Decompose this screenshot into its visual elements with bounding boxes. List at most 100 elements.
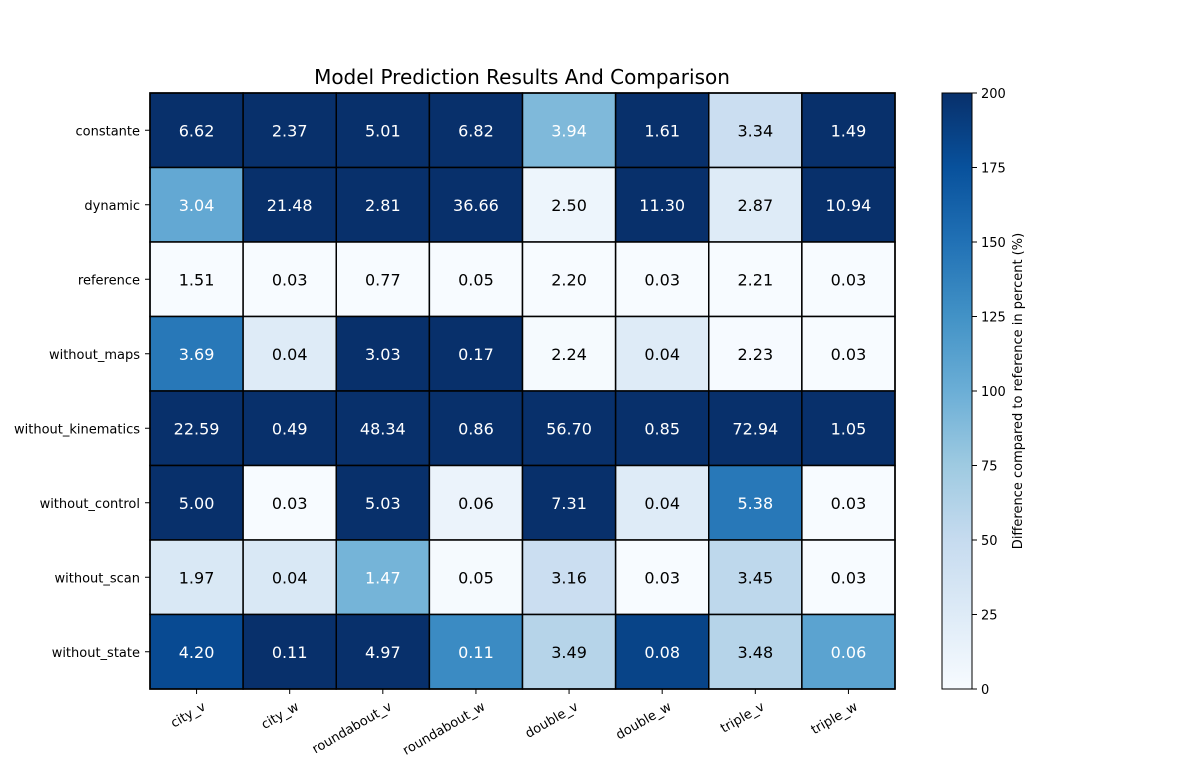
y-tick-label: without_maps bbox=[49, 348, 140, 363]
cell-value-label: 0.03 bbox=[644, 568, 680, 587]
heatmap-cell bbox=[242, 241, 337, 318]
cell-value-label: 3.04 bbox=[179, 196, 215, 215]
x-tick-label: double_v bbox=[523, 699, 581, 741]
heatmap-cell bbox=[149, 315, 244, 392]
cell-value-label: 48.34 bbox=[360, 419, 406, 438]
heatmap-cell bbox=[801, 539, 896, 616]
cell-value-label: 2.21 bbox=[738, 270, 774, 289]
cell-value-label: 1.05 bbox=[831, 419, 867, 438]
heatmap-cell bbox=[708, 241, 803, 318]
cell-value-label: 3.48 bbox=[738, 643, 774, 662]
colorbar-label: Difference compared to reference in perc… bbox=[1011, 233, 1026, 549]
heatmap-cell bbox=[708, 390, 803, 467]
heatmap-cell bbox=[521, 390, 617, 467]
cell-value-label: 1.51 bbox=[179, 270, 215, 289]
heatmap-cell bbox=[614, 464, 710, 541]
heatmap-cell bbox=[801, 166, 896, 243]
heatmap-cell bbox=[335, 613, 431, 690]
x-tick-label: city_w bbox=[259, 699, 302, 733]
y-tick-label: without_kinematics bbox=[14, 422, 140, 437]
cell-value-label: 72.94 bbox=[732, 419, 778, 438]
heatmap-cell bbox=[242, 539, 337, 616]
heatmap-cell bbox=[428, 166, 524, 243]
heatmap-cell bbox=[708, 464, 803, 541]
colorbar-gradient bbox=[941, 92, 973, 690]
heatmap-cell bbox=[801, 464, 896, 541]
cell-value-label: 0.04 bbox=[272, 345, 308, 364]
colorbar-tick-label: 25 bbox=[981, 609, 998, 624]
x-tick-label: roundabout_w bbox=[400, 699, 488, 758]
cell-value-label: 4.20 bbox=[179, 643, 215, 662]
y-axis: constante dynamic reference without_mapswit… bbox=[14, 124, 150, 661]
cell-value-label: 3.94 bbox=[551, 121, 587, 140]
heatmap-cells: 6.62 2.37 5.01 6.82 3.94 1.61 3.34 1.49 3.04 21.4… bbox=[149, 92, 896, 690]
heatmap-cell bbox=[614, 92, 710, 169]
x-tick-label: roundabout_v bbox=[310, 699, 395, 757]
cell-value-label: 2.81 bbox=[365, 196, 401, 215]
colorbar-tick-label: 100 bbox=[981, 385, 1006, 400]
cell-value-label: 56.70 bbox=[546, 419, 592, 438]
colorbar-tick-label: 0 bbox=[981, 683, 989, 698]
heatmap-cell bbox=[708, 315, 803, 392]
cell-value-label: 4.97 bbox=[365, 643, 401, 662]
cell-value-label: 3.49 bbox=[551, 643, 587, 662]
cell-value-label: 0.06 bbox=[458, 494, 494, 513]
cell-value-label: 21.48 bbox=[267, 196, 313, 215]
colorbar-tick-label: 200 bbox=[981, 87, 1006, 102]
heatmap-cell bbox=[242, 92, 337, 169]
colorbar-tick-label: 75 bbox=[981, 460, 998, 475]
y-tick-label: without_control bbox=[40, 497, 140, 512]
chart-title: Model Prediction Results And Comparison bbox=[314, 65, 730, 89]
heatmap-cell bbox=[521, 613, 617, 690]
x-axis: city_v city_w roundabout_v roundabout_w doub… bbox=[168, 689, 861, 759]
cell-value-label: 0.49 bbox=[272, 419, 308, 438]
x-tick-label: city_v bbox=[168, 699, 208, 731]
heatmap-cell bbox=[149, 539, 244, 616]
cell-value-label: 5.03 bbox=[365, 494, 401, 513]
heatmap-cell bbox=[335, 315, 431, 392]
cell-value-label: 0.11 bbox=[458, 643, 494, 662]
cell-value-label: 1.47 bbox=[365, 568, 401, 587]
x-tick-label: double_w bbox=[613, 699, 674, 743]
cell-value-label: 0.03 bbox=[831, 270, 867, 289]
cell-value-label: 0.77 bbox=[365, 270, 401, 289]
heatmap-border bbox=[149, 92, 896, 690]
cell-value-label: 2.24 bbox=[551, 345, 587, 364]
cell-value-label: 2.50 bbox=[551, 196, 587, 215]
cell-value-label: 3.16 bbox=[551, 568, 587, 587]
cell-value-label: 5.01 bbox=[365, 121, 401, 140]
colorbar: 0 25 50 75 100 125 150 175 200 Difference compar… bbox=[941, 87, 1026, 698]
y-tick-label: without_state bbox=[52, 646, 140, 661]
y-tick-label: reference bbox=[78, 273, 140, 288]
cell-value-label: 0.85 bbox=[644, 419, 680, 438]
cell-value-label: 3.69 bbox=[179, 345, 215, 364]
cell-value-label: 6.82 bbox=[458, 121, 494, 140]
x-tick-label: triple_w bbox=[809, 699, 861, 738]
cell-value-label: 1.97 bbox=[179, 568, 215, 587]
cell-value-label: 0.03 bbox=[644, 270, 680, 289]
cell-value-label: 0.06 bbox=[831, 643, 867, 662]
cell-value-label: 0.05 bbox=[458, 568, 494, 587]
cell-value-label: 1.61 bbox=[644, 121, 680, 140]
y-tick-label: constante bbox=[75, 124, 140, 139]
cell-value-label: 0.04 bbox=[272, 568, 308, 587]
cell-value-label: 2.20 bbox=[551, 270, 587, 289]
heatmap-cell bbox=[614, 166, 710, 243]
cell-value-label: 5.38 bbox=[738, 494, 774, 513]
heatmap-cell bbox=[521, 241, 617, 318]
heatmap-cell bbox=[149, 92, 244, 169]
cell-value-label: 36.66 bbox=[453, 196, 499, 215]
cell-value-label: 6.62 bbox=[179, 121, 215, 140]
colorbar-tick-label: 50 bbox=[981, 534, 998, 549]
cell-value-label: 0.03 bbox=[831, 568, 867, 587]
heatmap-cell bbox=[242, 166, 337, 243]
cell-value-label: 0.11 bbox=[272, 643, 308, 662]
heatmap-cell bbox=[242, 464, 337, 541]
cell-value-label: 2.37 bbox=[272, 121, 308, 140]
cell-value-label: 0.03 bbox=[272, 494, 308, 513]
heatmap-cell bbox=[801, 92, 896, 169]
heatmap-cell bbox=[335, 539, 431, 616]
cell-value-label: 0.03 bbox=[831, 345, 867, 364]
cell-value-label: 0.86 bbox=[458, 419, 494, 438]
